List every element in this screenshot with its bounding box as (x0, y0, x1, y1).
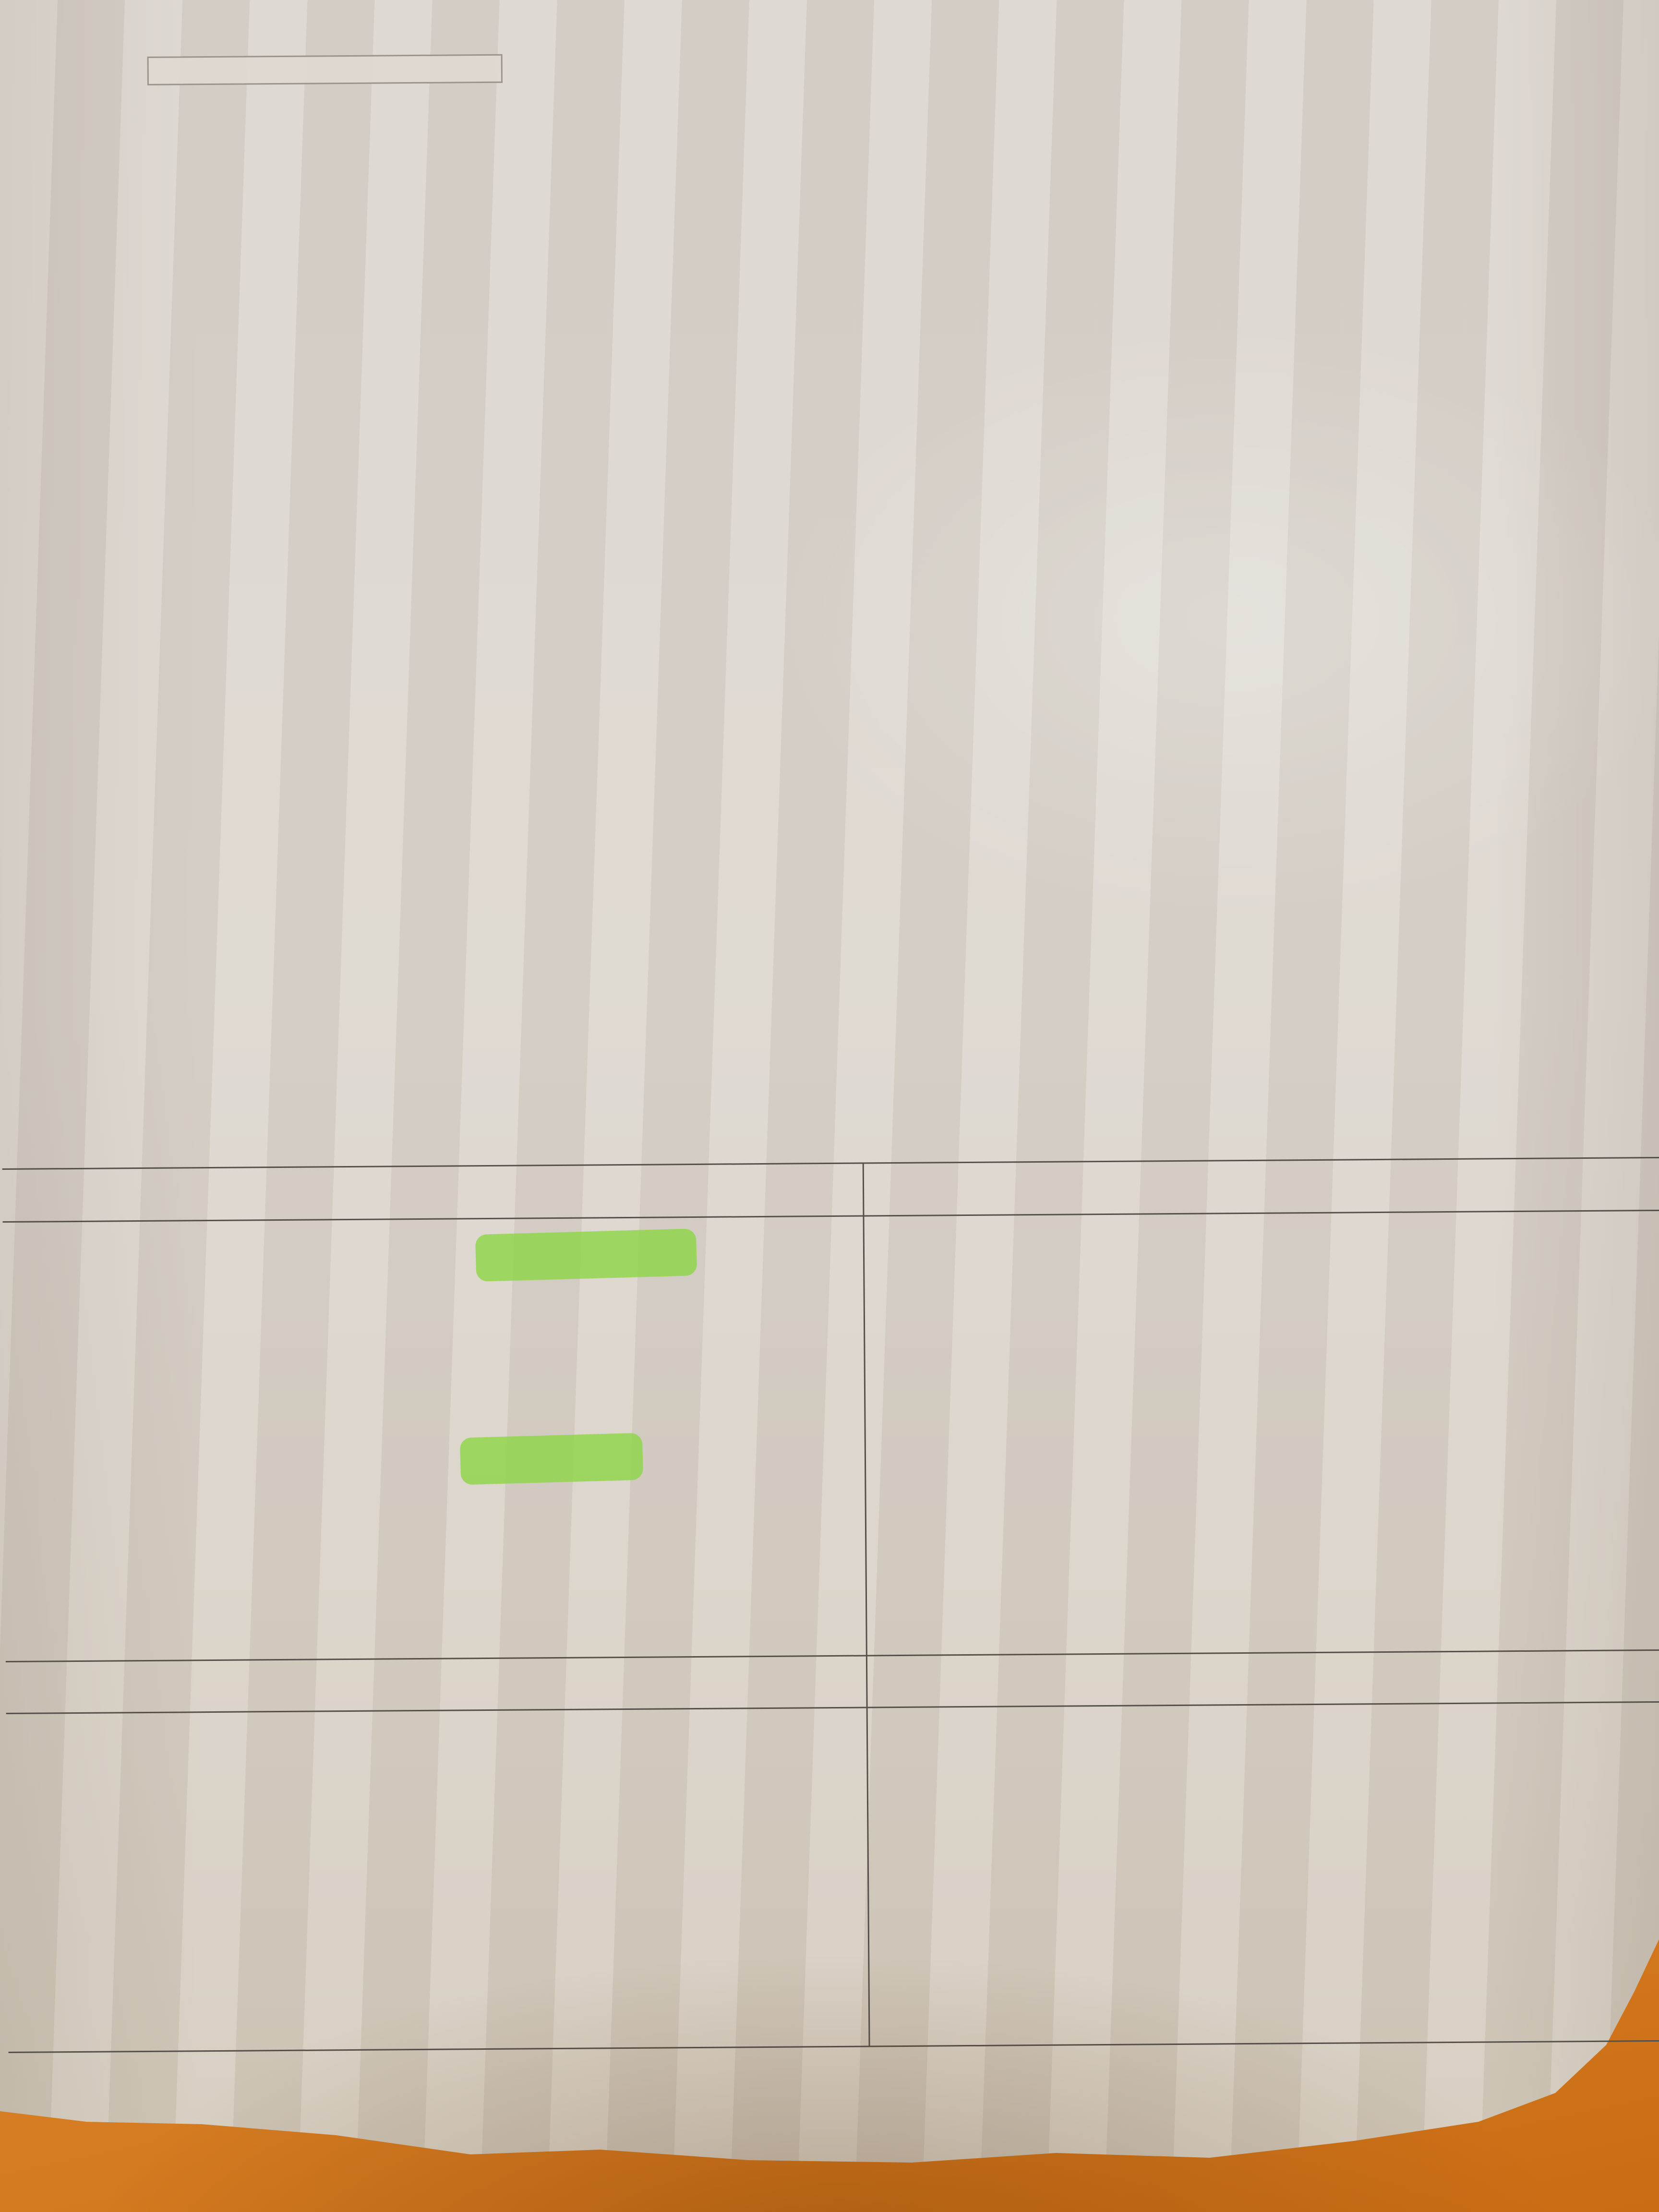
dyno-chart (0, 0, 1659, 1191)
slip-table (49, 1725, 846, 1731)
chart-legend (147, 54, 503, 85)
highlight-mark-torque (459, 1432, 644, 1485)
footnote-correction (46, 1251, 843, 1257)
divider-line (6, 1701, 1659, 1715)
divider-line (8, 2040, 1659, 2054)
external-data-table (891, 1228, 1640, 1233)
rotating-mass-table (894, 1719, 1659, 1725)
divider-line (5, 1649, 1659, 1663)
performance-table (46, 1234, 843, 1257)
divider-line (2, 1209, 1659, 1223)
column-divider-line (862, 1162, 870, 2047)
